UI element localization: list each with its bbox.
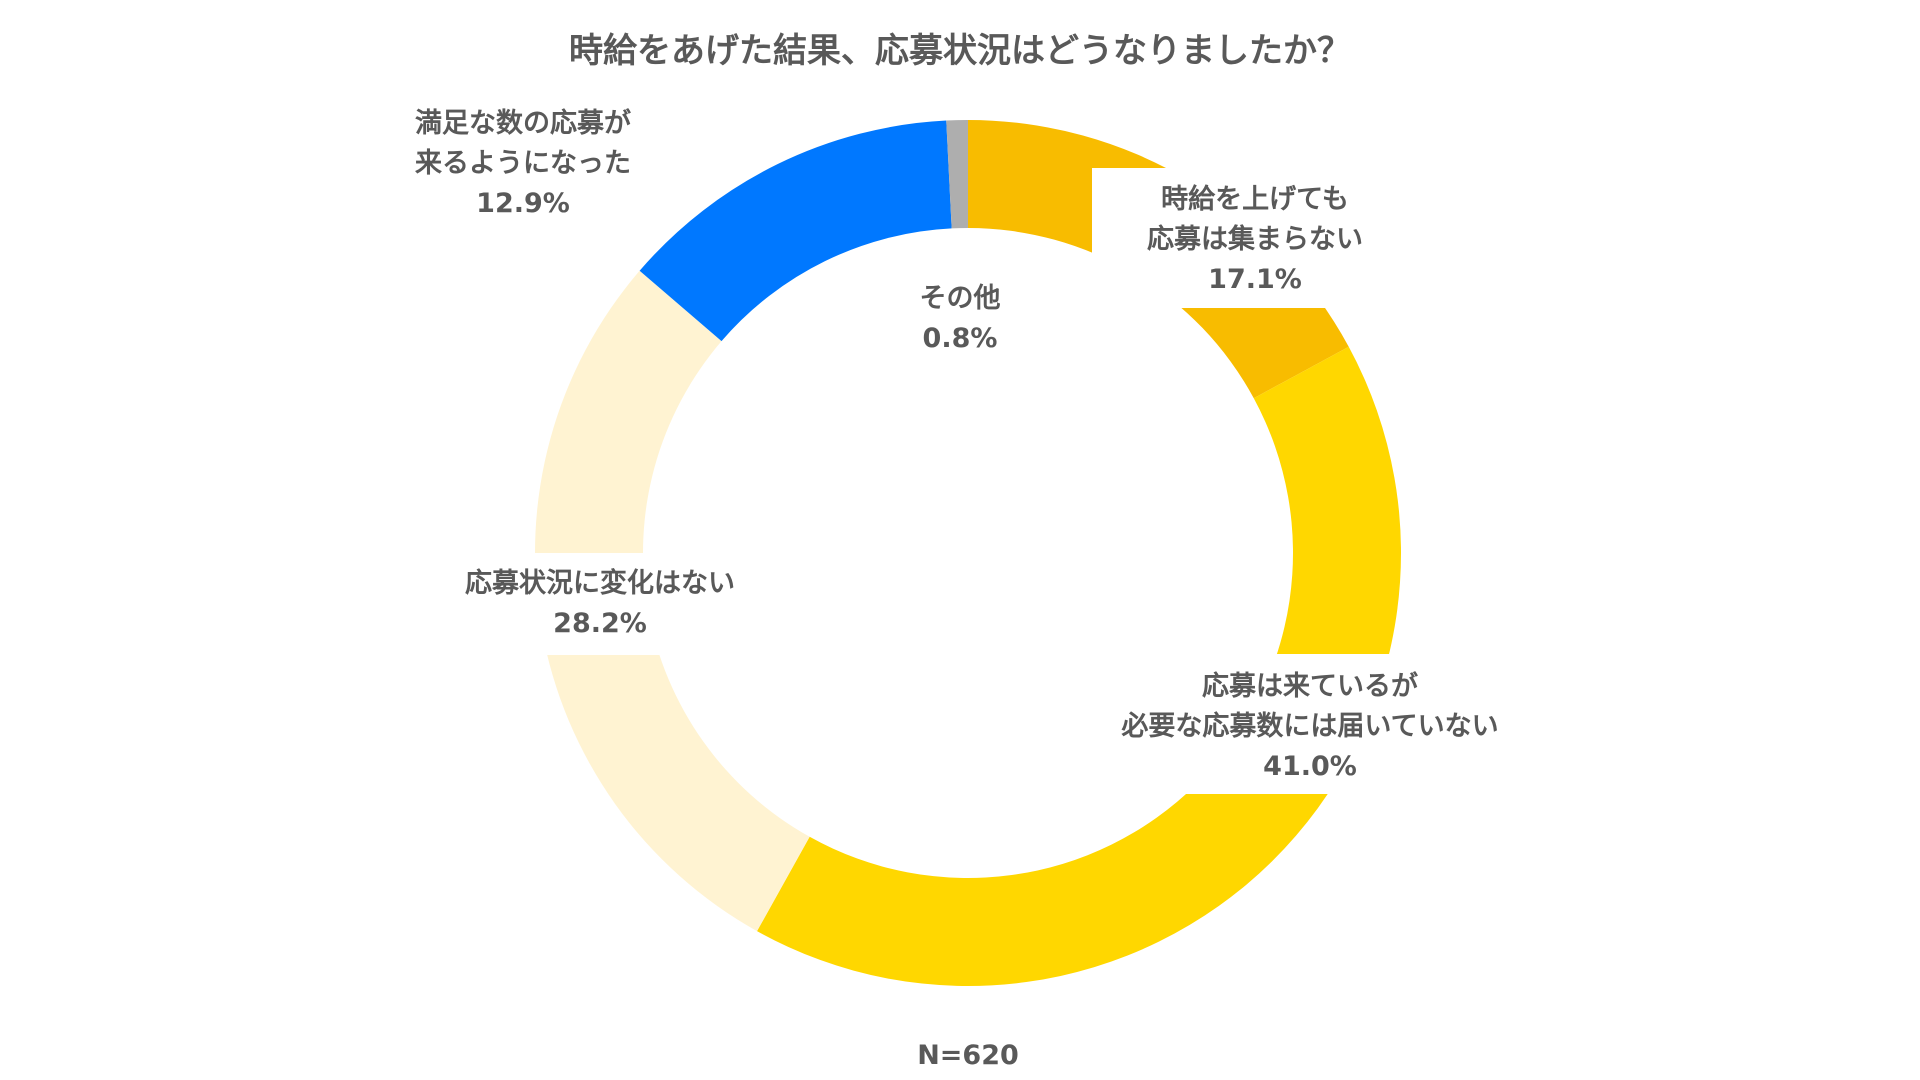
value-label-4: 12.9% bbox=[476, 188, 570, 219]
slice-3 bbox=[535, 270, 810, 932]
slice-2 bbox=[757, 346, 1402, 987]
sample-size-note: N=620 bbox=[917, 1040, 1019, 1071]
value-label-1: 17.1% bbox=[1208, 264, 1302, 295]
category-label-1-line-2: 応募は集まらない bbox=[1147, 223, 1363, 255]
value-label-2: 41.0% bbox=[1263, 751, 1357, 782]
label-background-1 bbox=[1092, 168, 1414, 308]
category-label-2-line-1: 応募は来ているが bbox=[1202, 670, 1418, 702]
label-background-2 bbox=[1070, 654, 1552, 794]
category-label-1-line-1: 時給を上げても bbox=[1161, 183, 1349, 215]
category-label-4-line-2: 来るようになった bbox=[415, 148, 631, 179]
value-label-3: 28.2% bbox=[553, 608, 647, 639]
category-label-2-line-2: 必要な応募数には届いていない bbox=[1121, 710, 1498, 742]
slice-5 bbox=[946, 120, 968, 229]
category-label-4-line-1: 満足な数の応募が bbox=[415, 107, 631, 139]
chart-title: 時給をあげた結果、応募状況はどうなりましたか？ bbox=[569, 31, 1351, 71]
label-background-3 bbox=[435, 553, 770, 655]
category-label-3-line-1: 応募状況に変化はない bbox=[465, 567, 735, 599]
value-label-5: 0.8% bbox=[923, 323, 998, 354]
slice-4 bbox=[639, 120, 952, 342]
category-label-5-line-1: その他 bbox=[920, 283, 1001, 314]
